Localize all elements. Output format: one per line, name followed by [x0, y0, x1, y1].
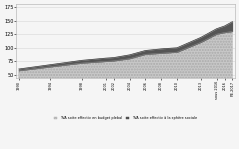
Legend: TVA soite effectiv en budget plebal, TVA soite effectiv à la sphère sociale: TVA soite effectiv en budget plebal, TVA…: [54, 116, 197, 120]
